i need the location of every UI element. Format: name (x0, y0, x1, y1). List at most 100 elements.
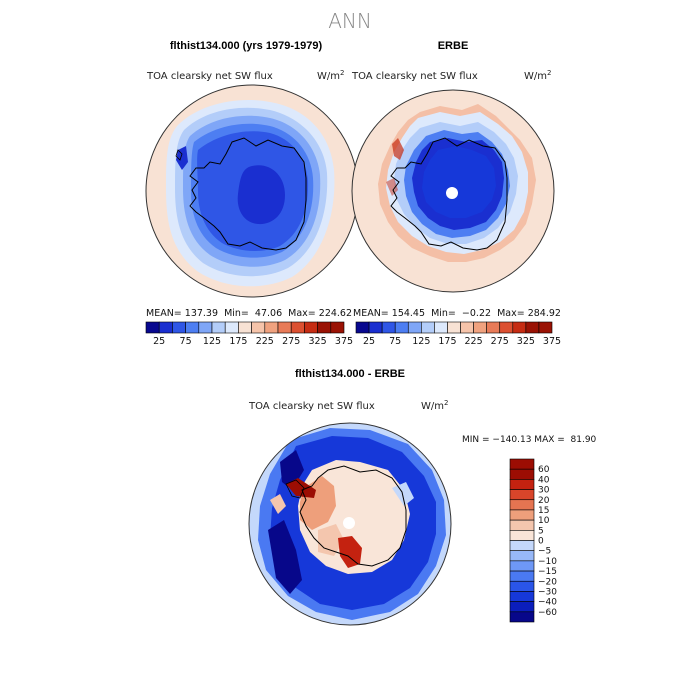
colorbar-swatch (473, 321, 487, 334)
colorbar-swatch (509, 468, 535, 480)
colorbar-swatch (509, 570, 535, 582)
colorbar-tick-label: 375 (543, 336, 561, 347)
colorbar-tick-label: 10 (538, 516, 550, 526)
colorbar-swatch (447, 321, 461, 334)
colorbar-tick-label: 375 (335, 336, 353, 347)
colorbar-swatch (421, 321, 435, 334)
colorbar-swatch (509, 499, 535, 511)
colorbar-tick-label: −5 (538, 547, 551, 557)
colorbar-tick-label: 25 (363, 336, 375, 347)
colorbar-swatch (407, 321, 422, 334)
colorbar-swatch (509, 611, 535, 623)
colorbar-tick-label: −20 (538, 577, 557, 587)
colorbar-tick-label: 15 (538, 506, 549, 516)
colorbar-tick-label: 225 (465, 336, 483, 347)
colorbar-tick-label: 30 (538, 486, 550, 496)
colorbar-swatch (509, 509, 535, 521)
panel-model-units: W/m2 (317, 69, 344, 82)
colorbar-swatch (499, 321, 514, 334)
colorbar-tick-label: 40 (538, 475, 550, 485)
antarctica-coastline (189, 137, 307, 251)
colorbar-swatch (538, 321, 553, 334)
colorbar-tick-label: 75 (180, 336, 192, 347)
colorbar-swatch (509, 458, 535, 470)
panel-model-header: flthist134.000 (yrs 1979-1979) (170, 40, 323, 52)
colorbar-swatch (304, 321, 318, 334)
colorbar-model: 25 75 125 175 225 275 325 375 (145, 321, 353, 347)
colorbar-tick-label: 325 (517, 336, 535, 347)
colorbar-tick-label: 5 (538, 526, 544, 536)
panel-model-stats: MEAN= 137.39 Min= 47.06 Max= 224.62 (146, 308, 352, 319)
panel-diff-stats: MIN = −140.13 MAX = 81.90 (462, 435, 597, 445)
colorbar-tick-label: 275 (491, 336, 509, 347)
colorbar-swatch (317, 321, 332, 334)
colorbar-tick-label: 75 (389, 336, 401, 347)
panel-obs-field-label: TOA clearsky net SW flux (351, 71, 478, 82)
colorbar-swatch (509, 550, 535, 562)
colorbar-tick-label: 225 (256, 336, 274, 347)
ring-level (422, 146, 496, 218)
colorbar-swatch (330, 321, 345, 334)
colorbar-tick-label: −10 (538, 557, 557, 567)
colorbar-swatch (512, 321, 527, 334)
colorbar-swatch (198, 321, 213, 334)
colorbar-swatch (172, 321, 186, 334)
ring-level (268, 520, 302, 594)
colorbar-tick-label: 60 (538, 465, 550, 475)
colorbar-swatch (290, 321, 305, 334)
ring-level (237, 165, 285, 225)
antarctica-coastline (390, 137, 508, 251)
colorbar-swatch (509, 530, 535, 541)
colorbar-tick-label: 275 (282, 336, 300, 347)
polar-map-diff (248, 422, 452, 626)
colorbar-swatch (509, 519, 535, 531)
colorbar-swatch (509, 540, 535, 551)
colorbar-swatch (368, 321, 383, 334)
panel-obs-units: W/m2 (524, 69, 551, 82)
colorbar-swatch (509, 479, 535, 490)
colorbar-tick-label: 125 (203, 336, 221, 347)
pole-hole (446, 187, 458, 199)
colorbar-swatch (185, 321, 200, 334)
panel-model-field-label: TOA clearsky net SW flux (146, 71, 273, 82)
colorbar-tick-label: 175 (229, 336, 247, 347)
polar-map-obs (351, 89, 555, 293)
panel-obs-header: ERBE (438, 40, 469, 52)
antarctica-coastline (299, 465, 407, 567)
panel-diff-units: W/m2 (421, 399, 448, 412)
colorbar-swatch (509, 560, 535, 572)
colorbar-swatch (394, 321, 409, 334)
pole-hole (343, 517, 355, 529)
colorbar-swatch (434, 321, 448, 334)
colorbar-swatch (460, 321, 474, 334)
colorbar-swatch (238, 321, 252, 334)
colorbar-swatch (381, 321, 396, 334)
colorbar-swatch (509, 601, 535, 613)
ring-level (176, 146, 188, 170)
panel-diff-field-label: TOA clearsky net SW flux (248, 401, 375, 412)
colorbar-tick-label: −40 (538, 598, 557, 608)
colorbar-tick-label: 325 (309, 336, 327, 347)
colorbar-tick-label: 175 (438, 336, 456, 347)
ring-level (338, 536, 362, 568)
colorbar-obs: 25 75 125 175 225 275 325 375 (355, 321, 561, 347)
panel-diff-header: flthist134.000 - ERBE (295, 368, 405, 380)
ring-level (286, 478, 316, 498)
colorbar-swatch (264, 321, 279, 334)
colorbar-swatch (224, 321, 239, 334)
panel-obs-stats: MEAN= 154.45 Min= −0.22 Max= 284.92 (353, 308, 561, 319)
colorbar-swatch (145, 321, 160, 334)
colorbar-swatch (211, 321, 226, 334)
polar-map-model (145, 84, 359, 298)
colorbar-tick-label: 25 (153, 336, 165, 347)
colorbar-swatch (251, 321, 266, 334)
colorbar-tick-label: 125 (412, 336, 430, 347)
figure-title: ANN (328, 9, 372, 33)
colorbar-swatch (509, 580, 535, 592)
colorbar-tick-label: 20 (538, 496, 550, 506)
colorbar-tick-label: −30 (538, 587, 557, 597)
colorbar-swatch (355, 321, 370, 334)
colorbar-swatch (525, 321, 540, 334)
